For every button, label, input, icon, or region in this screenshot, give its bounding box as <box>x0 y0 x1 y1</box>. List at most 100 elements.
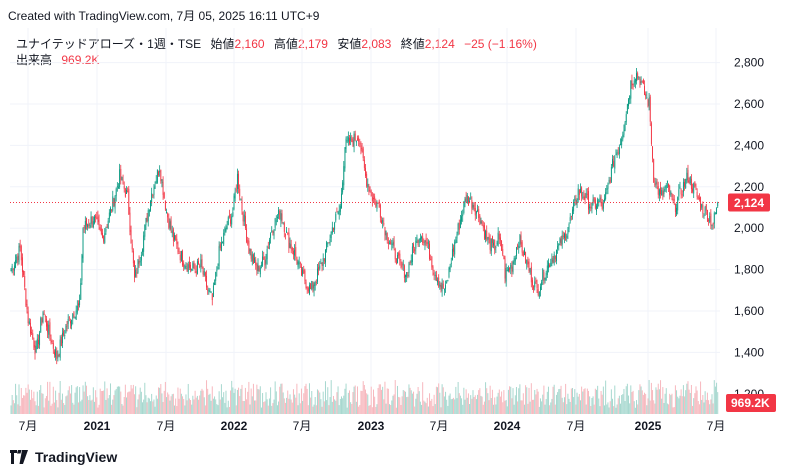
volume-bar <box>597 385 599 414</box>
volume-bar <box>343 395 345 414</box>
candle-body <box>119 169 121 188</box>
candle-body <box>585 192 587 198</box>
volume-bar <box>125 397 127 414</box>
candle-body <box>514 257 516 262</box>
volume-bar <box>274 381 276 414</box>
candle-body <box>215 272 217 281</box>
low-label: 安値 <box>337 37 362 51</box>
candle-body <box>167 213 169 218</box>
volume-bar <box>215 399 217 414</box>
candle-body <box>301 266 302 276</box>
volume-bar <box>153 399 155 414</box>
close-value: 2,124 <box>424 37 455 51</box>
candle-body <box>455 239 457 243</box>
volume-bar <box>208 394 210 414</box>
volume-bar <box>282 392 284 414</box>
candle-body <box>623 129 625 135</box>
candle-body <box>451 248 453 260</box>
candle-body <box>375 201 377 207</box>
volume-bar <box>633 401 635 414</box>
volume-bar <box>57 407 59 414</box>
volume-bar <box>305 383 307 414</box>
candle-body <box>246 228 248 242</box>
candle-body <box>630 80 632 99</box>
candle-body <box>419 237 421 241</box>
candle-body <box>384 227 386 236</box>
candle-body <box>613 160 615 167</box>
volume-bar <box>593 404 595 414</box>
candle-body <box>410 260 412 264</box>
volume-bar <box>695 386 697 414</box>
candle-body <box>421 236 422 239</box>
volume-bar <box>367 394 369 414</box>
tradingview-logo[interactable]: TradingView <box>8 449 117 465</box>
volume-bar <box>438 383 440 414</box>
candle-body <box>142 249 143 252</box>
candle-body <box>303 269 305 274</box>
volume-bar <box>319 392 321 414</box>
candle-body <box>198 261 199 265</box>
volume-bar <box>212 398 214 414</box>
candle-body <box>248 240 250 254</box>
candle-body <box>485 230 487 240</box>
candle-body <box>13 265 15 271</box>
candle-body <box>661 190 663 196</box>
volume-bar <box>272 403 274 414</box>
volume-bar <box>565 383 567 414</box>
price-axis[interactable]: 1,400 1,600 1,800 2,000 2,200 2,400 2,600 2,800… <box>734 56 764 401</box>
candle-body <box>150 200 151 211</box>
candle-body <box>91 216 93 225</box>
candle-body <box>422 236 424 243</box>
volume-bar <box>228 406 230 414</box>
candle-body <box>620 143 621 145</box>
volume-bar <box>44 398 46 414</box>
candle-body <box>295 247 297 257</box>
candle-body <box>124 188 126 197</box>
volume-bar <box>400 404 402 414</box>
volume-bar <box>308 383 310 414</box>
candle-body <box>487 237 489 240</box>
price-tags: 2,124 969.2K <box>726 193 776 412</box>
candle-body <box>533 285 535 290</box>
volume-bar <box>495 404 497 414</box>
candle-body <box>624 122 626 131</box>
candle-body <box>710 213 712 226</box>
volume-bar <box>144 382 146 414</box>
volume-bar <box>604 405 606 414</box>
created-with-header: Created with TradingView.com, 7月 05, 202… <box>8 9 320 23</box>
candle-body <box>199 265 201 267</box>
volume-bar <box>27 384 29 414</box>
volume-bar <box>127 392 129 414</box>
candle-body <box>496 242 498 244</box>
candle-body <box>411 246 413 262</box>
candle-body <box>625 114 627 123</box>
candle-body <box>553 254 555 264</box>
volume-bar <box>311 391 313 414</box>
candle-body <box>615 154 617 156</box>
time-axis[interactable]: 7月 2021 7月 2022 7月 2023 7月 2024 7月 2025 7月 <box>19 419 726 433</box>
volume-bar <box>320 399 322 414</box>
volume-bar <box>624 400 626 414</box>
volume-bar <box>392 395 394 414</box>
volume-bar <box>97 407 99 414</box>
volume-bar <box>458 393 460 414</box>
candle-body <box>608 180 610 182</box>
volume-bar <box>606 404 608 414</box>
candle-body <box>220 242 222 252</box>
volume-bar <box>570 388 572 414</box>
candle-body <box>366 173 368 187</box>
volume-bar <box>58 392 60 414</box>
volume-bar <box>241 384 243 414</box>
volume-bar <box>203 397 205 414</box>
volume-bar <box>417 386 419 414</box>
candle-body <box>338 209 340 215</box>
candle-body <box>73 311 75 317</box>
volume-bar <box>146 402 148 414</box>
volume-bar <box>174 405 176 414</box>
candle-body <box>19 244 21 248</box>
volume-bar <box>631 392 633 414</box>
candle-body <box>521 242 523 253</box>
volume-bar <box>561 397 563 414</box>
volume-bar <box>571 387 573 414</box>
